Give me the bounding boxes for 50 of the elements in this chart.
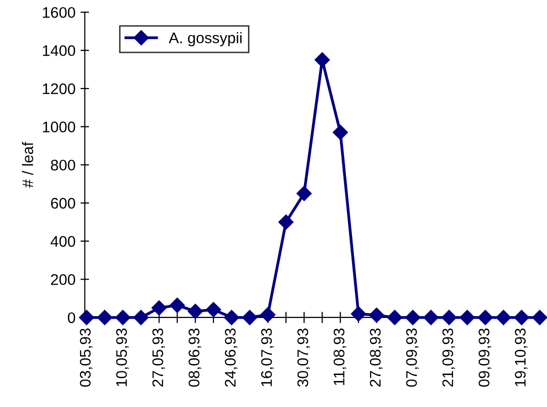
y-tick-label: 200 bbox=[51, 274, 76, 285]
point bbox=[278, 214, 294, 230]
point bbox=[314, 52, 330, 68]
point bbox=[332, 124, 348, 140]
x-tick-label: 09,09,93 bbox=[478, 328, 492, 387]
x-tick-label: 24,06,93 bbox=[224, 328, 238, 387]
point bbox=[115, 310, 130, 326]
x-tick-label: 03,05,93 bbox=[80, 328, 93, 387]
point bbox=[460, 310, 475, 326]
point bbox=[387, 310, 402, 326]
x-tick-label: 10,05,93 bbox=[116, 328, 129, 386]
point bbox=[496, 310, 512, 326]
point bbox=[242, 310, 258, 326]
x-tick-label: 11,08,93 bbox=[334, 328, 346, 386]
y-tick-label: 600 bbox=[51, 198, 76, 209]
point bbox=[514, 310, 530, 326]
y-tick-label: 1200 bbox=[42, 83, 76, 94]
point bbox=[152, 300, 167, 316]
x-tick-label: 21,09,93 bbox=[442, 328, 455, 387]
y-tick-label: 800 bbox=[50, 160, 76, 171]
point bbox=[133, 310, 149, 326]
y-tick-label: 1000 bbox=[42, 122, 76, 132]
point bbox=[350, 306, 366, 322]
point bbox=[79, 310, 94, 326]
point bbox=[260, 307, 276, 322]
point bbox=[97, 310, 112, 326]
y-tick-label: 1400 bbox=[42, 45, 76, 56]
x-tick-label: 30,07,93 bbox=[297, 328, 310, 387]
point bbox=[296, 186, 312, 202]
point bbox=[188, 304, 203, 319]
y-tick-label: 1600 bbox=[42, 7, 76, 18]
x-tick-label: 27,08,93 bbox=[370, 328, 382, 387]
point bbox=[532, 310, 547, 326]
point bbox=[369, 308, 384, 323]
point bbox=[405, 310, 420, 326]
x-tick-label: 08,06,93 bbox=[188, 328, 202, 387]
y-tick-label: 0 bbox=[68, 312, 76, 324]
point bbox=[206, 302, 222, 318]
x-tick-label: 07,09,93 bbox=[406, 328, 419, 387]
point bbox=[442, 310, 457, 326]
point bbox=[478, 310, 493, 326]
x-tick-label: 16,07,93 bbox=[261, 328, 274, 386]
point bbox=[423, 310, 439, 326]
legend-label: A. gossypii bbox=[168, 32, 242, 46]
point bbox=[224, 310, 240, 326]
y-axis-title: # / leaf bbox=[22, 142, 34, 188]
y-tick-label: 400 bbox=[50, 236, 76, 247]
x-tick-label: 19,10,93 bbox=[514, 328, 528, 386]
point bbox=[170, 298, 185, 313]
x-tick-label: 27,05,93 bbox=[152, 328, 166, 387]
